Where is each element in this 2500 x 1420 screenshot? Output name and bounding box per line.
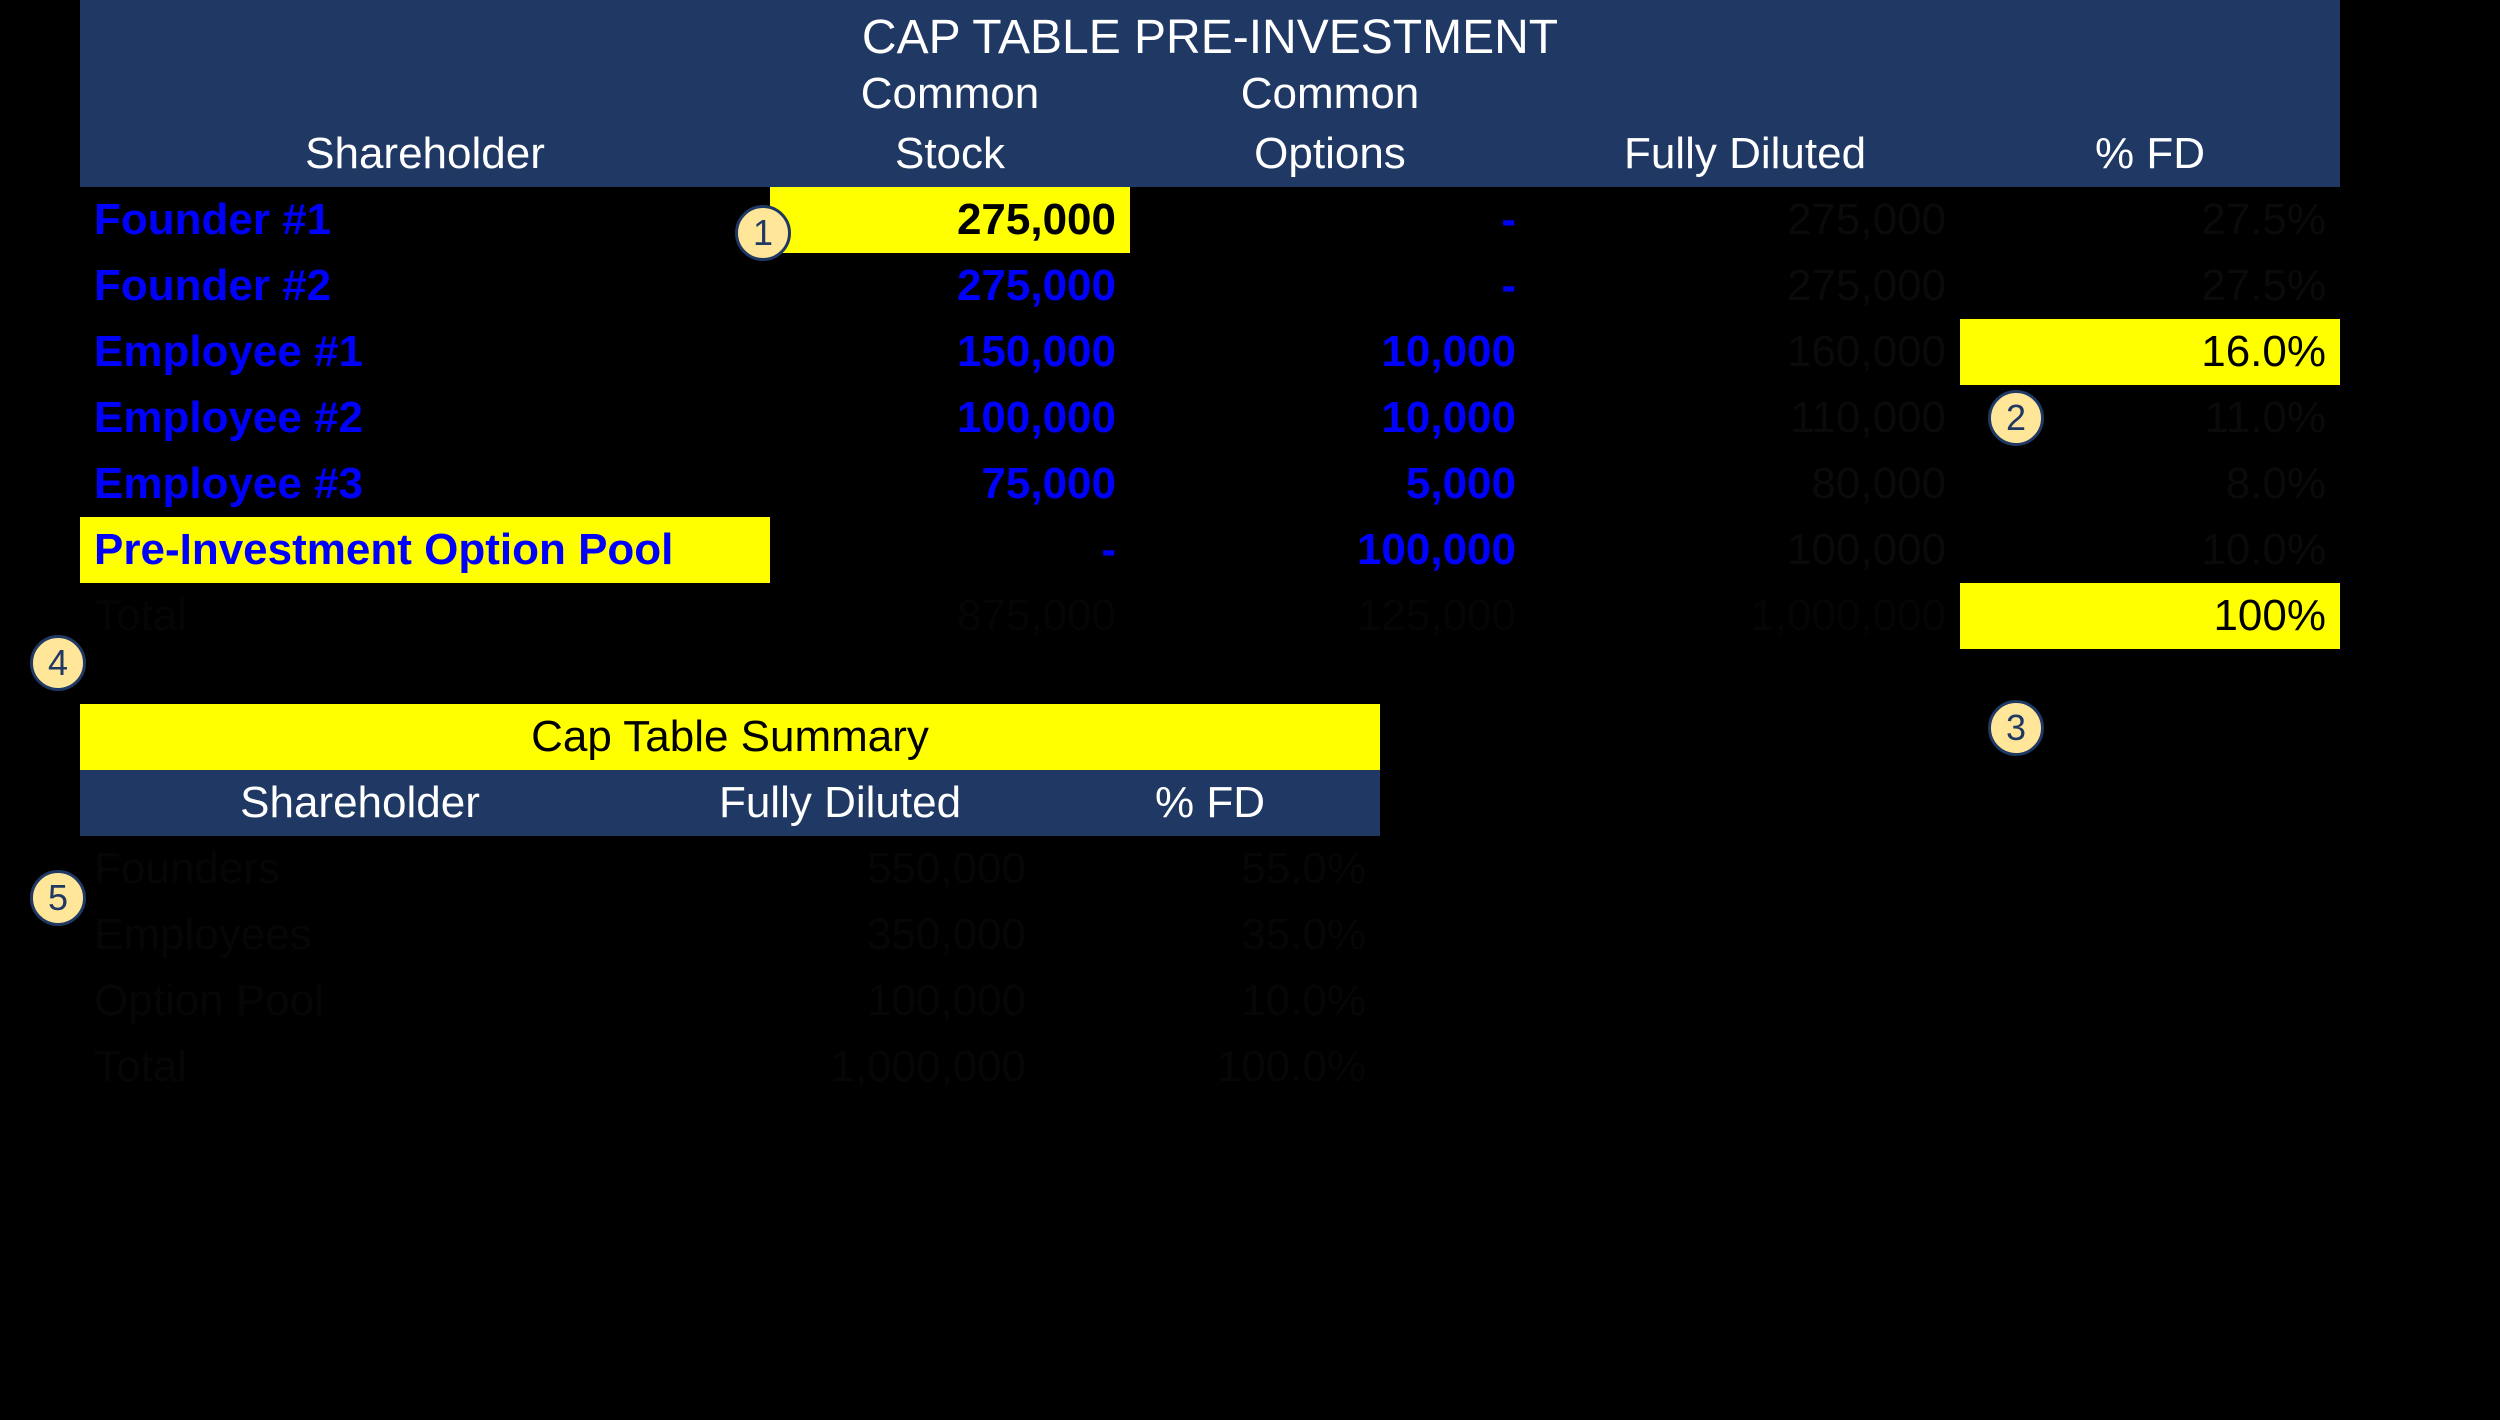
summary-row: Total 1,000,000 100.0%	[80, 1034, 1380, 1100]
hdr-shareholder-top	[80, 67, 770, 127]
cell-common-stock: 275,000	[770, 253, 1130, 319]
summary-row: Employees 350,000 35.0%	[80, 902, 1380, 968]
cell-fully-diluted: 80,000	[1530, 451, 1960, 517]
cell-common-options: -	[1130, 187, 1530, 253]
cell-shareholder: Total	[80, 583, 770, 649]
cell-shareholder: Employee #2	[80, 385, 770, 451]
callout-badge-5: 5	[30, 870, 86, 926]
cell-shareholder: Founder #1	[80, 187, 770, 253]
cell-common-stock: 150,000	[770, 319, 1130, 385]
callout-badge-4: 4	[30, 635, 86, 691]
cell-fully-diluted: 275,000	[1530, 253, 1960, 319]
summary-title-row: Cap Table Summary	[80, 704, 1380, 770]
table-row: Pre-Investment Option Pool - 100,000 100…	[80, 517, 2340, 583]
cell-common-options: 10,000	[1130, 319, 1530, 385]
main-title-row: CAP TABLE PRE-INVESTMENT	[80, 0, 2340, 67]
main-header-row-2: Shareholder Stock Options Fully Diluted …	[80, 127, 2340, 187]
cell-common-stock: 100,000	[770, 385, 1130, 451]
cap-table-summary-wrap: Cap Table Summary Shareholder Fully Dilu…	[80, 704, 2420, 1100]
hdr-fully-diluted: Fully Diluted	[1530, 127, 1960, 187]
main-title: CAP TABLE PRE-INVESTMENT	[80, 0, 2340, 67]
cell-common-options: -	[1130, 253, 1530, 319]
summary-cell-fully-diluted: 1,000,000	[640, 1034, 1040, 1100]
cell-pct-fd: 100%	[1960, 583, 2340, 649]
summary-cell-pct-fd: 100.0%	[1040, 1034, 1380, 1100]
hdr-common-options-top: Common	[1130, 67, 1530, 127]
summary-header-row: Shareholder Fully Diluted % FD	[80, 770, 1380, 836]
cell-fully-diluted: 100,000	[1530, 517, 1960, 583]
summary-cell-fully-diluted: 350,000	[640, 902, 1040, 968]
cell-pct-fd: 8.0%	[1960, 451, 2340, 517]
cell-shareholder: Employee #1	[80, 319, 770, 385]
hdr-shareholder: Shareholder	[80, 127, 770, 187]
summary-cell-shareholder: Total	[80, 1034, 640, 1100]
summary-title: Cap Table Summary	[80, 704, 1380, 770]
cell-common-options: 5,000	[1130, 451, 1530, 517]
cell-common-stock: 275,000	[770, 187, 1130, 253]
summary-cell-fully-diluted: 550,000	[640, 836, 1040, 902]
summary-cell-pct-fd: 10.0%	[1040, 968, 1380, 1034]
cell-common-stock: 875,000	[770, 583, 1130, 649]
cap-table-main: CAP TABLE PRE-INVESTMENT Common Common S…	[80, 0, 2340, 649]
cell-common-stock: 75,000	[770, 451, 1130, 517]
cell-shareholder: Founder #2	[80, 253, 770, 319]
cell-common-options: 125,000	[1130, 583, 1530, 649]
cell-pct-fd: 27.5%	[1960, 187, 2340, 253]
table-row: Employee #1 150,000 10,000 160,000 16.0%	[80, 319, 2340, 385]
cell-common-stock: -	[770, 517, 1130, 583]
callout-badge-3: 3	[1988, 700, 2044, 756]
cell-fully-diluted: 110,000	[1530, 385, 1960, 451]
summary-cell-pct-fd: 55.0%	[1040, 836, 1380, 902]
callout-badge-1: 1	[735, 205, 791, 261]
main-total-row: Total 875,000 125,000 1,000,000 100%	[80, 583, 2340, 649]
summary-cell-shareholder: Option Pool	[80, 968, 640, 1034]
main-header-row-1: Common Common	[80, 67, 2340, 127]
hdr-pct-fd-top	[1960, 67, 2340, 127]
cell-shareholder: Pre-Investment Option Pool	[80, 517, 770, 583]
summary-cell-pct-fd: 35.0%	[1040, 902, 1380, 968]
cap-table-canvas: CAP TABLE PRE-INVESTMENT Common Common S…	[80, 0, 2420, 1100]
cell-fully-diluted: 1,000,000	[1530, 583, 1960, 649]
summary-cell-shareholder: Founders	[80, 836, 640, 902]
summary-row: Option Pool 100,000 10.0%	[80, 968, 1380, 1034]
cell-pct-fd: 10.0%	[1960, 517, 2340, 583]
cell-common-options: 10,000	[1130, 385, 1530, 451]
table-row: Employee #3 75,000 5,000 80,000 8.0%	[80, 451, 2340, 517]
cap-table-summary: Cap Table Summary Shareholder Fully Dilu…	[80, 704, 1380, 1100]
summary-row: Founders 550,000 55.0%	[80, 836, 1380, 902]
summary-hdr-shareholder: Shareholder	[80, 770, 640, 836]
table-row: Founder #1 275,000 - 275,000 27.5%	[80, 187, 2340, 253]
cell-shareholder: Employee #3	[80, 451, 770, 517]
summary-hdr-fully-diluted: Fully Diluted	[640, 770, 1040, 836]
hdr-fully-diluted-top	[1530, 67, 1960, 127]
cell-common-options: 100,000	[1130, 517, 1530, 583]
table-row: Founder #2 275,000 - 275,000 27.5%	[80, 253, 2340, 319]
hdr-common-stock: Stock	[770, 127, 1130, 187]
cell-fully-diluted: 275,000	[1530, 187, 1960, 253]
cell-pct-fd: 27.5%	[1960, 253, 2340, 319]
hdr-common-options: Options	[1130, 127, 1530, 187]
summary-cell-fully-diluted: 100,000	[640, 968, 1040, 1034]
summary-cell-shareholder: Employees	[80, 902, 640, 968]
callout-badge-2: 2	[1988, 390, 2044, 446]
hdr-common-stock-top: Common	[770, 67, 1130, 127]
hdr-pct-fd: % FD	[1960, 127, 2340, 187]
cell-pct-fd: 16.0%	[1960, 319, 2340, 385]
summary-hdr-pct-fd: % FD	[1040, 770, 1380, 836]
cell-fully-diluted: 160,000	[1530, 319, 1960, 385]
